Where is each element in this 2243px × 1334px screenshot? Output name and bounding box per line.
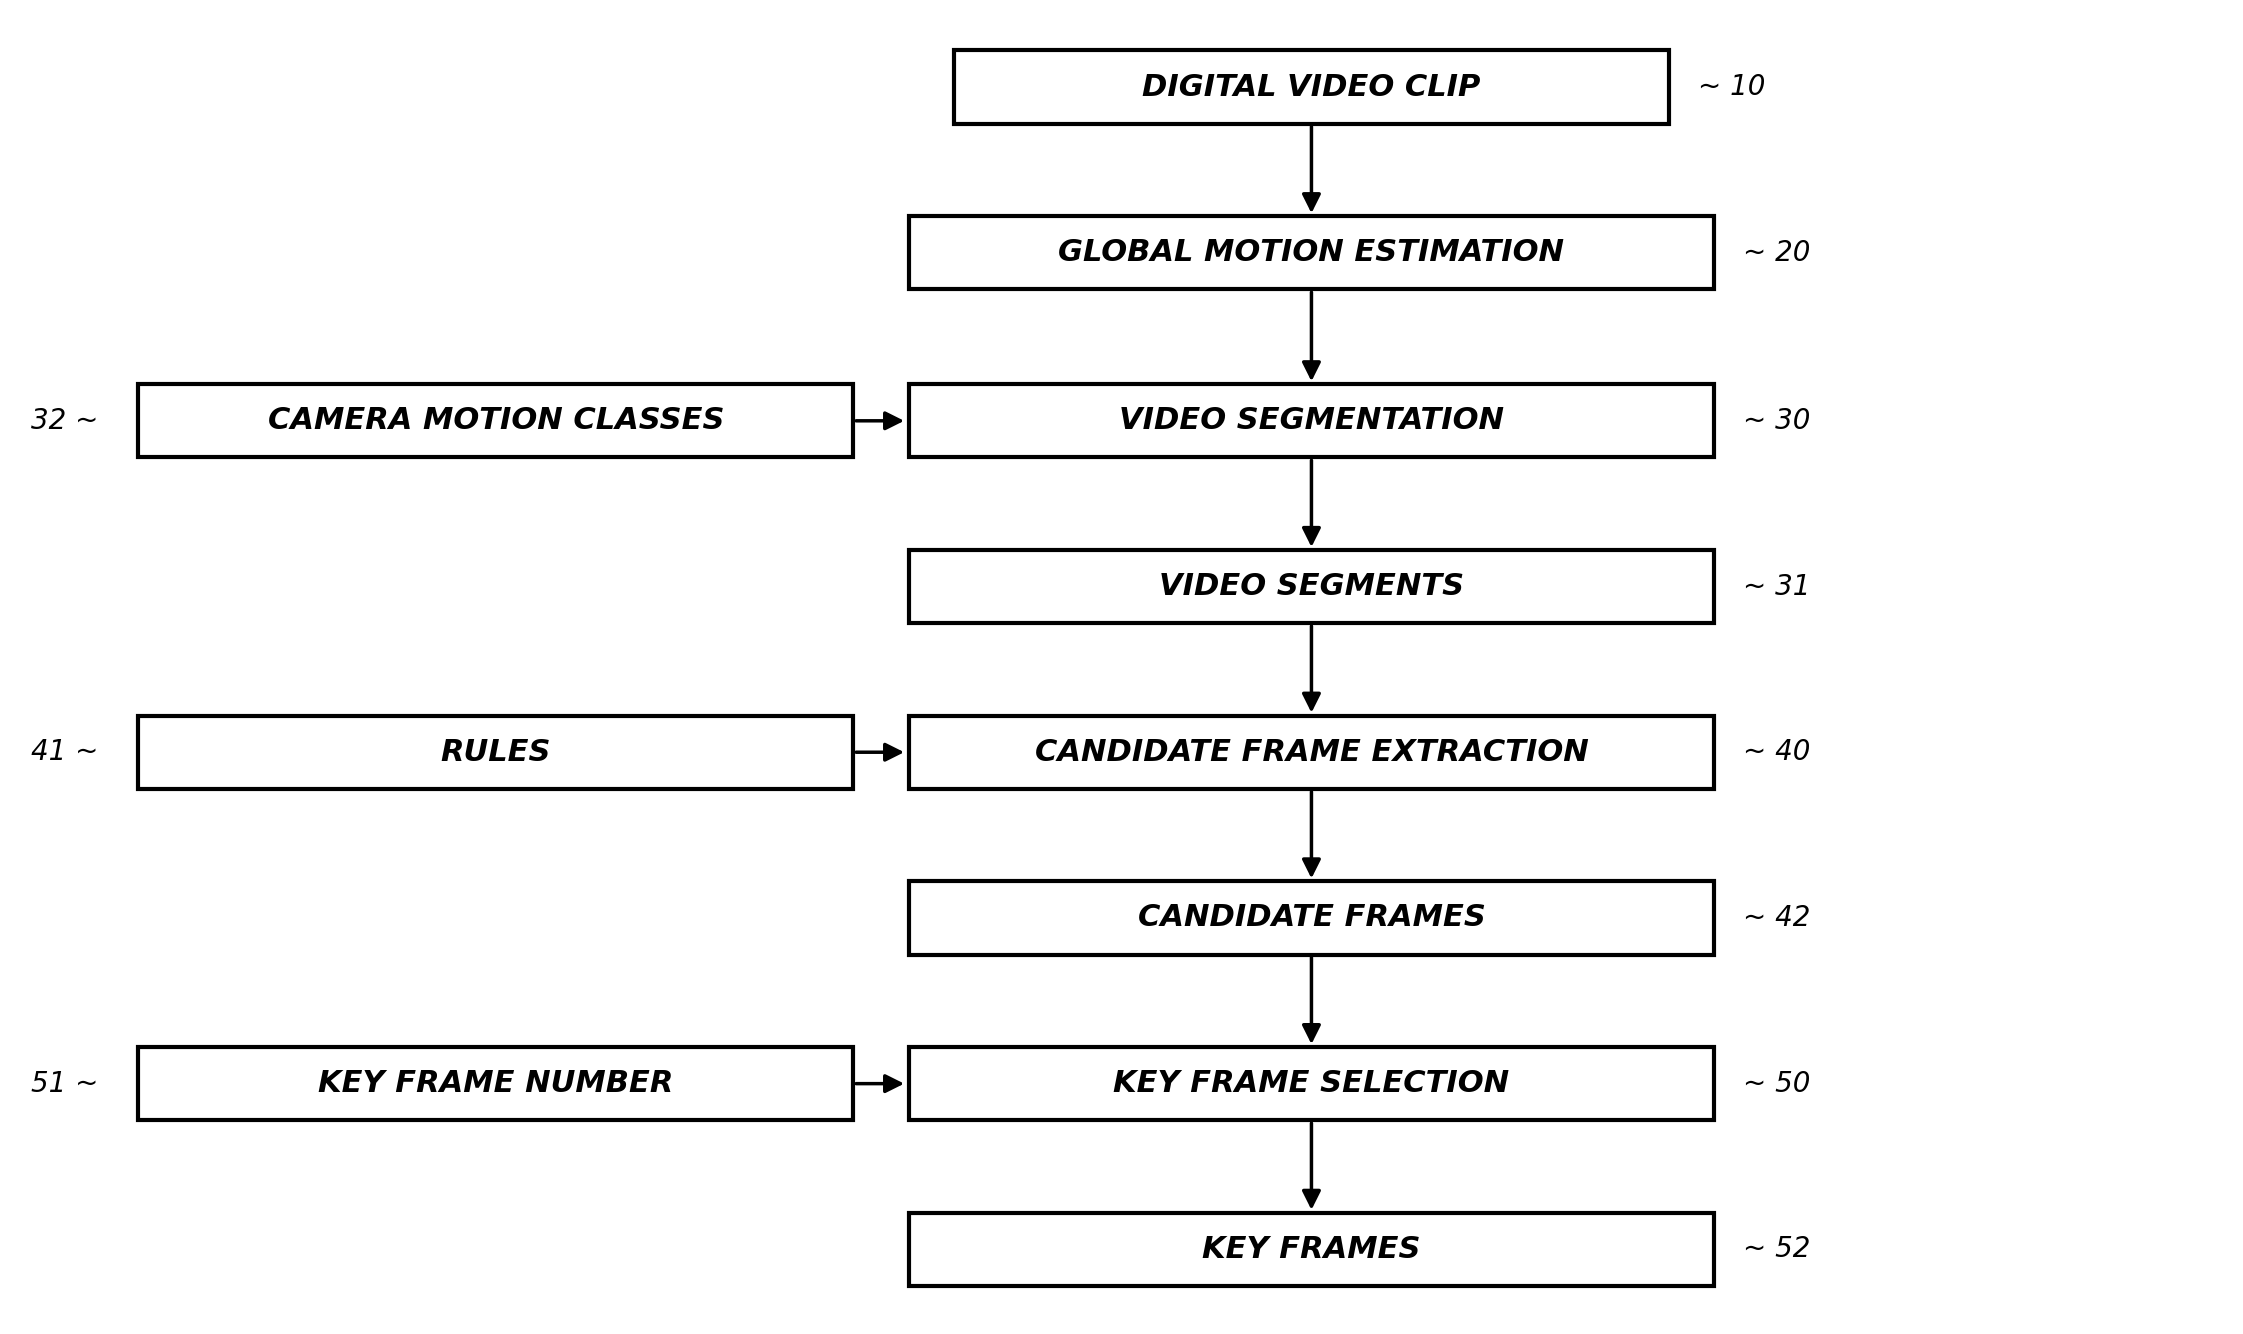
Text: VIDEO SEGMENTATION: VIDEO SEGMENTATION xyxy=(1119,407,1505,435)
FancyBboxPatch shape xyxy=(908,1213,1714,1286)
Text: ~ 42: ~ 42 xyxy=(1743,904,1810,932)
Text: KEY FRAME NUMBER: KEY FRAME NUMBER xyxy=(319,1069,673,1098)
Text: 51 ~: 51 ~ xyxy=(31,1070,99,1098)
Text: CAMERA MOTION CLASSES: CAMERA MOTION CLASSES xyxy=(267,407,724,435)
Text: DIGITAL VIDEO CLIP: DIGITAL VIDEO CLIP xyxy=(1142,72,1480,101)
FancyBboxPatch shape xyxy=(908,216,1714,289)
Text: CANDIDATE FRAMES: CANDIDATE FRAMES xyxy=(1137,903,1485,932)
Text: ~ 50: ~ 50 xyxy=(1743,1070,1810,1098)
FancyBboxPatch shape xyxy=(908,715,1714,788)
Text: 41 ~: 41 ~ xyxy=(31,738,99,766)
FancyBboxPatch shape xyxy=(908,1047,1714,1121)
Text: RULES: RULES xyxy=(440,738,552,767)
Text: ~ 20: ~ 20 xyxy=(1743,239,1810,267)
FancyBboxPatch shape xyxy=(139,384,852,458)
Text: CANDIDATE FRAME EXTRACTION: CANDIDATE FRAME EXTRACTION xyxy=(1034,738,1588,767)
FancyBboxPatch shape xyxy=(908,384,1714,458)
FancyBboxPatch shape xyxy=(139,715,852,788)
FancyBboxPatch shape xyxy=(953,51,1669,124)
FancyBboxPatch shape xyxy=(908,550,1714,623)
Text: ~ 31: ~ 31 xyxy=(1743,572,1810,600)
Text: VIDEO SEGMENTS: VIDEO SEGMENTS xyxy=(1160,572,1465,602)
Text: 32 ~: 32 ~ xyxy=(31,407,99,435)
Text: ~ 30: ~ 30 xyxy=(1743,407,1810,435)
Text: KEY FRAMES: KEY FRAMES xyxy=(1202,1235,1420,1263)
FancyBboxPatch shape xyxy=(908,882,1714,955)
FancyBboxPatch shape xyxy=(139,1047,852,1121)
Text: KEY FRAME SELECTION: KEY FRAME SELECTION xyxy=(1113,1069,1510,1098)
Text: GLOBAL MOTION ESTIMATION: GLOBAL MOTION ESTIMATION xyxy=(1059,239,1563,267)
Text: ~ 10: ~ 10 xyxy=(1698,73,1765,101)
Text: ~ 40: ~ 40 xyxy=(1743,738,1810,766)
Text: ~ 52: ~ 52 xyxy=(1743,1235,1810,1263)
